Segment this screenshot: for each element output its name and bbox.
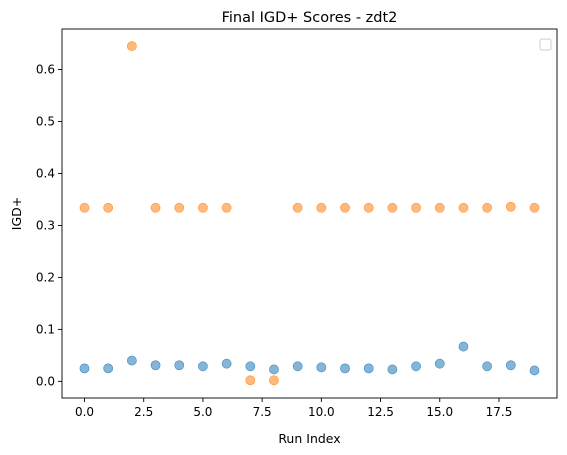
series-0-point-1	[103, 363, 114, 374]
x-tick-label-4: 10.0	[308, 405, 335, 419]
x-tick-label-2: 5.0	[193, 405, 212, 419]
y-tick-label-1: 0.1	[36, 322, 55, 336]
series-1-point-4	[174, 202, 185, 213]
series-1-point-3	[150, 202, 161, 213]
series-0-point-0	[79, 363, 90, 374]
x-tick-label-1: 2.5	[134, 405, 153, 419]
series-0-point-10	[316, 362, 327, 373]
legend-box	[539, 38, 552, 51]
x-tick-label-5: 12.5	[367, 405, 394, 419]
y-tick-label-0: 0.0	[36, 374, 55, 388]
series-1-point-15	[434, 202, 445, 213]
series-0-point-3	[150, 360, 161, 371]
series-1-point-5	[198, 202, 208, 213]
series-0-point-19	[529, 365, 540, 376]
y-axis-label: IGD+	[9, 197, 24, 230]
series-1-point-18	[505, 201, 516, 212]
series-1-point-13	[387, 202, 398, 213]
y-tick-label-3: 0.3	[36, 218, 55, 232]
series-1-point-7	[245, 375, 256, 386]
x-tick-label-6: 15.0	[426, 405, 453, 419]
series-0-point-15	[434, 358, 445, 369]
series-1-point-0	[79, 202, 90, 213]
x-axis-label: Run Index	[278, 431, 340, 446]
plot-area	[79, 41, 540, 386]
series-1-point-12	[363, 202, 374, 213]
series-1-point-17	[482, 202, 493, 213]
y-tick-label-2: 0.2	[36, 270, 55, 284]
series-1-point-2	[126, 41, 137, 52]
series-0-point-12	[363, 363, 374, 374]
series-1-point-16	[458, 202, 469, 213]
series-0-point-7	[245, 361, 256, 372]
x-tick-label-3: 7.5	[253, 405, 272, 419]
x-tick-label-0: 0.0	[75, 405, 94, 419]
x-tick-label-7: 17.5	[486, 405, 513, 419]
series-1-point-1	[103, 202, 114, 213]
series-1-point-6	[221, 202, 232, 213]
series-0-point-17	[482, 361, 493, 372]
y-tick-label-5: 0.5	[36, 115, 55, 129]
chart-title: Final IGD+ Scores - zdt2	[222, 10, 398, 26]
y-tick-label-6: 0.6	[36, 63, 55, 77]
series-1-point-11	[340, 202, 350, 213]
series-0-point-5	[198, 361, 208, 372]
series-0-point-2	[126, 355, 137, 366]
series-1-point-8	[269, 375, 279, 386]
plot-frame	[61, 28, 558, 399]
series-0-point-6	[221, 358, 232, 369]
axes: 0.0 2.5 5.0 7.5 10.0 12.5 15.0 17.5 0.0 0.1 0.2 0.3…	[36, 28, 558, 419]
series-1-point-19	[529, 202, 540, 213]
series-0-point-9	[292, 361, 303, 372]
series-0-point-13	[387, 364, 398, 375]
series-0-point-16	[458, 341, 469, 352]
series-0-point-4	[174, 360, 185, 371]
series-0-point-18	[505, 360, 516, 371]
series-0-point-11	[340, 363, 350, 374]
y-tick-label-4: 0.4	[36, 166, 55, 180]
series-0-point-8	[269, 364, 279, 375]
series-1-point-14	[411, 202, 421, 213]
series-0-point-14	[411, 361, 421, 372]
series-1-point-9	[292, 202, 303, 213]
series-1-point-10	[316, 202, 327, 213]
